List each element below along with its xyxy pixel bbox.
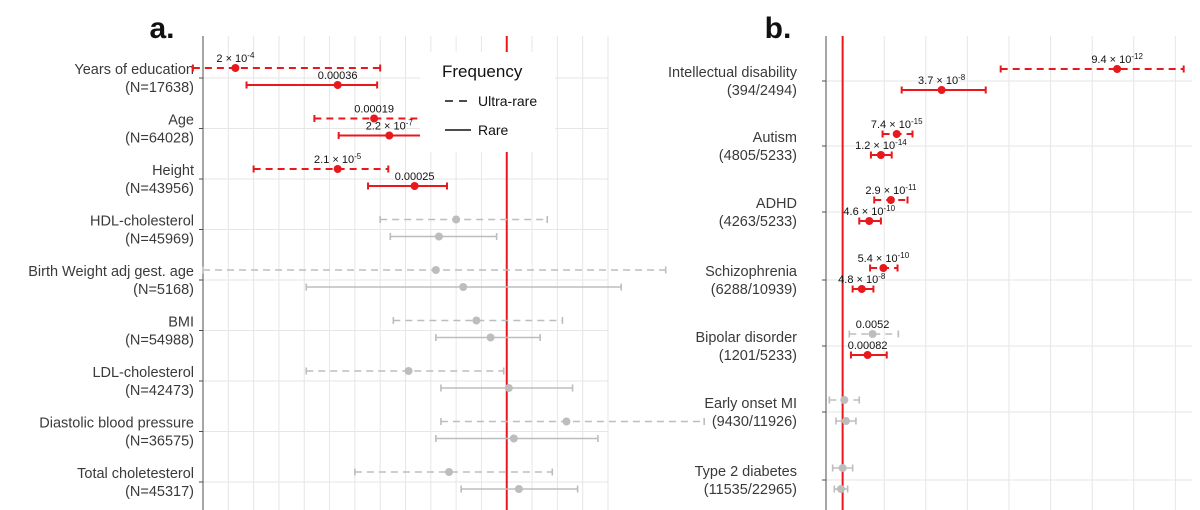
ultra_rare-pvalue-label: 2 × 10-4 xyxy=(216,51,255,65)
row-sample-size: (4263/5233) xyxy=(719,214,797,230)
rare-point xyxy=(857,285,866,293)
ultra_rare-point xyxy=(868,330,877,338)
rare-point xyxy=(434,232,443,241)
ultra_rare-pvalue-label: 2.9 × 10-11 xyxy=(865,183,917,197)
row-sample-size: (N=5168) xyxy=(133,282,194,298)
ultra_rare-point xyxy=(879,264,888,272)
row-label: Intellectual disability xyxy=(668,65,798,81)
ultra_rare-point xyxy=(892,130,901,138)
ultra_rare-pvalue-label: 0.00019 xyxy=(354,104,394,116)
row-sample-size: (N=64028) xyxy=(125,131,194,147)
panel-letter-b: b. xyxy=(765,12,792,45)
rare-point xyxy=(504,384,513,392)
row-sample-size: (N=36575) xyxy=(125,434,194,450)
legend-label: Ultra-rare xyxy=(478,93,537,109)
row-sample-size: (394/2494) xyxy=(727,83,797,99)
rare-point xyxy=(836,485,845,493)
legend-label: Rare xyxy=(478,122,509,138)
row-label: Early onset MI xyxy=(704,396,797,412)
row-sample-size: (N=45317) xyxy=(125,484,194,500)
rare-pvalue-label: 1.2 × 10-14 xyxy=(855,138,907,152)
row-label: LDL-cholesterol xyxy=(92,365,194,381)
rare-pvalue-label: 0.00025 xyxy=(395,171,435,183)
row-sample-size: (11535/22965) xyxy=(704,482,797,498)
row-sample-size: (N=54988) xyxy=(125,333,194,349)
rare-point xyxy=(410,182,419,190)
rare-pvalue-label: 0.00082 xyxy=(848,340,888,352)
row-sample-size: (4805/5233) xyxy=(719,148,797,164)
row-label: Type 2 diabetes xyxy=(695,464,797,480)
ultra_rare-point xyxy=(452,215,461,224)
rare-point xyxy=(863,351,872,359)
row-sample-size: (N=45969) xyxy=(125,232,194,248)
row-label: Height xyxy=(152,163,194,179)
rare-point xyxy=(841,417,850,425)
rare-pvalue-label: 2.2 × 10-7 xyxy=(366,119,414,133)
rare-point xyxy=(333,81,342,89)
rare-point xyxy=(876,151,885,159)
row-label: Autism xyxy=(753,130,797,146)
rare-pvalue-label: 4.8 × 10-8 xyxy=(838,272,886,286)
ultra_rare-point xyxy=(431,266,440,274)
rare-pvalue-label: 0.00036 xyxy=(318,70,358,82)
legend-title: Frequency xyxy=(442,62,523,81)
row-label: Years of education xyxy=(74,62,194,78)
panel-letter-a: a. xyxy=(149,12,174,45)
row-sample-size: (N=17638) xyxy=(125,80,194,96)
row-label: ADHD xyxy=(756,196,797,212)
row-label: BMI xyxy=(168,315,194,331)
ultra_rare-point xyxy=(562,417,571,426)
ultra_rare-pvalue-label: 0.0052 xyxy=(856,319,890,331)
row-label: Schizophrenia xyxy=(705,264,798,280)
ultra_rare-pvalue-label: 7.4 × 10-15 xyxy=(871,117,923,131)
panel-a: a. Years of education (N=17638) 2 × 10-4 0.0… xyxy=(28,12,705,510)
row-label: HDL-cholesterol xyxy=(90,214,194,230)
ultra_rare-point xyxy=(840,396,849,404)
legend-background xyxy=(420,52,555,152)
panel-b: b. Intellectual disability (394/2494) 9.4 ×… xyxy=(668,12,1192,510)
rare-pvalue-label: 3.7 × 10-8 xyxy=(918,73,966,87)
row-label: Diastolic blood pressure xyxy=(39,416,194,432)
rare-pvalue-label: 4.6 × 10-10 xyxy=(843,204,895,218)
row-label: Bipolar disorder xyxy=(695,330,797,346)
ultra_rare-point xyxy=(838,464,847,472)
row-sample-size: (6288/10939) xyxy=(711,282,797,298)
row-sample-size: (9430/11926) xyxy=(712,414,797,430)
ultra_rare-point xyxy=(404,367,413,375)
rare-point xyxy=(459,283,468,291)
ultra_rare-point xyxy=(1113,65,1122,73)
rare-point xyxy=(509,434,518,443)
row-label: Total choletesterol xyxy=(77,466,194,482)
row-sample-size: (N=42473) xyxy=(125,383,194,399)
ultra_rare-point xyxy=(886,196,895,204)
legend: Frequency Ultra-rare Rare xyxy=(420,52,555,152)
row-label: Age xyxy=(168,113,194,129)
row-sample-size: (N=43956) xyxy=(125,181,194,197)
ultra_rare-point xyxy=(445,468,454,476)
rare-point xyxy=(385,131,394,140)
ultra_rare-pvalue-label: 5.4 × 10-10 xyxy=(858,251,910,265)
ultra_rare-point xyxy=(472,316,481,325)
ultra_rare-pvalue-label: 9.4 × 10-12 xyxy=(1091,52,1143,66)
ultra_rare-point xyxy=(231,64,240,72)
row-sample-size: (1201/5233) xyxy=(719,348,797,364)
ultra_rare-point xyxy=(370,114,379,123)
rare-point xyxy=(486,333,495,342)
ultra_rare-pvalue-label: 2.1 × 10-5 xyxy=(314,152,362,166)
ultra_rare-point xyxy=(333,165,342,173)
rare-point xyxy=(865,217,874,225)
rare-point xyxy=(937,86,946,94)
row-label: Birth Weight adj gest. age xyxy=(28,264,194,280)
rare-point xyxy=(514,485,523,493)
